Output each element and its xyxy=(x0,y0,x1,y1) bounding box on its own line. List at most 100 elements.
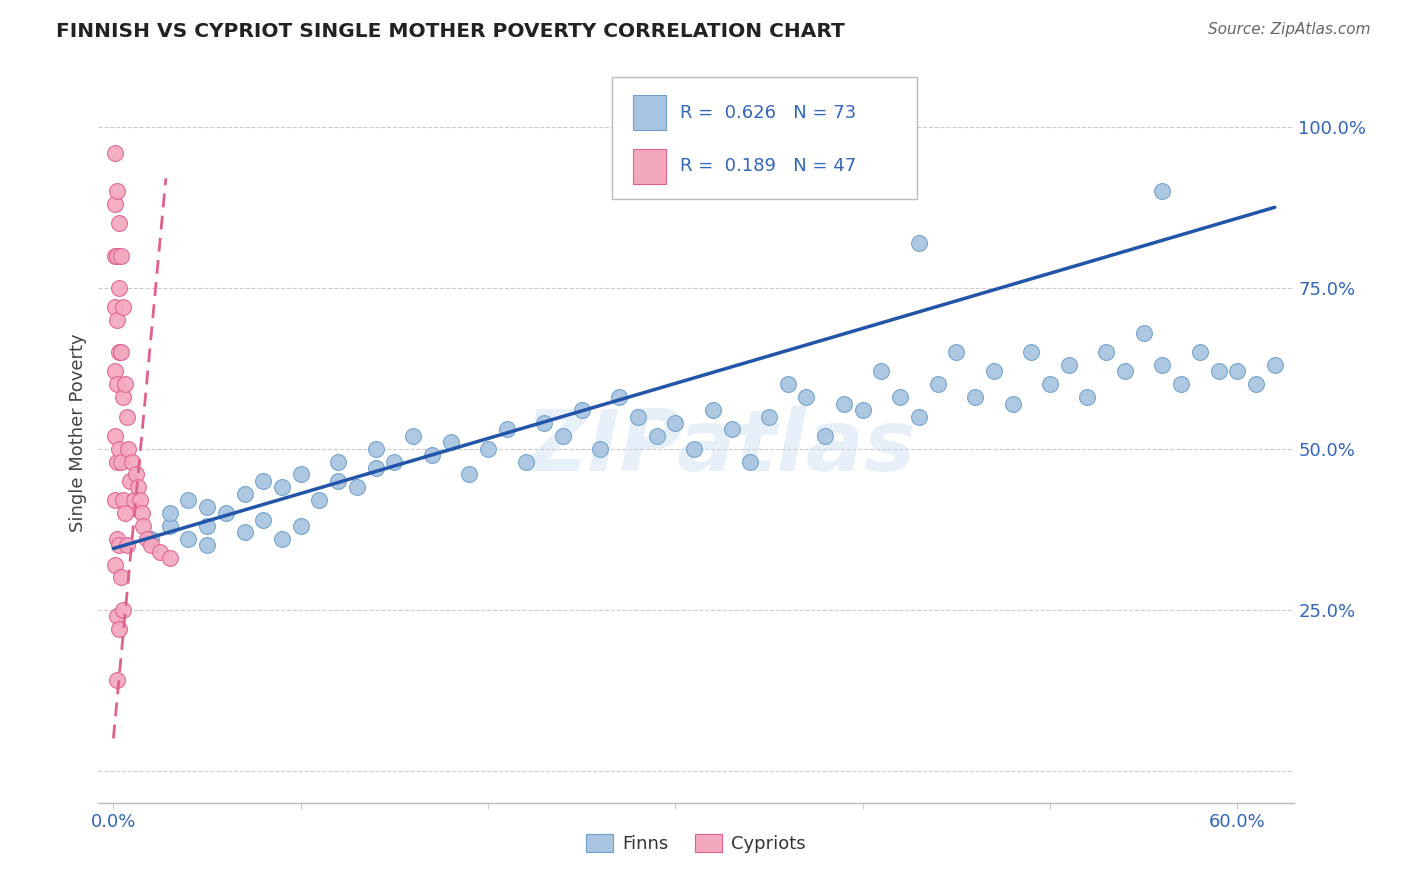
Point xyxy=(814,429,837,443)
Point xyxy=(364,442,387,456)
Point xyxy=(1114,364,1136,378)
Point xyxy=(702,403,724,417)
Point xyxy=(105,673,128,688)
Point xyxy=(105,377,128,392)
Point xyxy=(945,345,967,359)
Point xyxy=(159,506,181,520)
Point xyxy=(117,442,139,456)
Point xyxy=(852,403,875,417)
Point xyxy=(233,487,256,501)
Legend: Finns, Cypriots: Finns, Cypriots xyxy=(579,827,813,861)
Point xyxy=(402,429,425,443)
Point xyxy=(908,235,931,250)
Point xyxy=(328,454,350,468)
Point xyxy=(1264,358,1286,372)
Y-axis label: Single Mother Poverty: Single Mother Poverty xyxy=(69,334,87,532)
Point xyxy=(271,532,294,546)
Point xyxy=(105,532,128,546)
Point xyxy=(110,345,132,359)
Point xyxy=(515,454,537,468)
Point xyxy=(551,429,574,443)
Text: R =  0.626   N = 73: R = 0.626 N = 73 xyxy=(681,103,856,121)
Point xyxy=(983,364,1005,378)
Point xyxy=(136,532,159,546)
Point xyxy=(120,474,142,488)
Point xyxy=(870,364,893,378)
Point xyxy=(110,570,132,584)
Text: R =  0.189   N = 47: R = 0.189 N = 47 xyxy=(681,158,856,176)
Text: FINNISH VS CYPRIOT SINGLE MOTHER POVERTY CORRELATION CHART: FINNISH VS CYPRIOT SINGLE MOTHER POVERTY… xyxy=(56,22,845,41)
Point xyxy=(104,145,127,160)
Point xyxy=(105,184,128,198)
Point xyxy=(1039,377,1062,392)
Point xyxy=(111,602,134,616)
Point xyxy=(131,506,153,520)
Point xyxy=(108,442,131,456)
Point xyxy=(364,461,387,475)
Point xyxy=(1188,345,1211,359)
Point xyxy=(965,390,987,404)
Point xyxy=(122,493,145,508)
Point xyxy=(177,493,200,508)
Point xyxy=(111,493,134,508)
Point xyxy=(132,519,155,533)
Point xyxy=(796,390,818,404)
Point xyxy=(105,609,128,624)
Point xyxy=(114,506,136,520)
Point xyxy=(121,454,143,468)
Point xyxy=(115,538,138,552)
FancyBboxPatch shape xyxy=(613,78,917,200)
Point xyxy=(776,377,799,392)
Point xyxy=(589,442,612,456)
Point xyxy=(104,300,127,314)
Point xyxy=(832,397,855,411)
Point xyxy=(927,377,949,392)
Point xyxy=(104,197,127,211)
Point xyxy=(1001,397,1024,411)
Point xyxy=(720,422,742,436)
Point xyxy=(111,300,134,314)
FancyBboxPatch shape xyxy=(633,149,666,185)
Point xyxy=(346,480,368,494)
Point xyxy=(1095,345,1118,359)
Point xyxy=(139,532,162,546)
Point xyxy=(105,454,128,468)
Point xyxy=(115,409,138,424)
Point xyxy=(740,454,762,468)
Point xyxy=(683,442,706,456)
Point xyxy=(108,622,131,636)
Point xyxy=(104,493,127,508)
Point xyxy=(290,519,312,533)
Point xyxy=(420,448,443,462)
Point xyxy=(104,249,127,263)
Point xyxy=(108,281,131,295)
Point xyxy=(125,467,148,482)
Point xyxy=(1244,377,1267,392)
Point xyxy=(1132,326,1154,340)
Point xyxy=(607,390,630,404)
Point xyxy=(149,545,172,559)
FancyBboxPatch shape xyxy=(633,95,666,130)
Point xyxy=(110,454,132,468)
Point xyxy=(328,474,350,488)
Point xyxy=(571,403,593,417)
Point xyxy=(104,364,127,378)
Point xyxy=(758,409,780,424)
Point xyxy=(533,416,555,430)
Point xyxy=(1152,184,1174,198)
Text: ZIPatlas: ZIPatlas xyxy=(524,406,915,489)
Text: Source: ZipAtlas.com: Source: ZipAtlas.com xyxy=(1208,22,1371,37)
Point xyxy=(252,474,274,488)
Point xyxy=(159,519,181,533)
Point xyxy=(1226,364,1249,378)
Point xyxy=(889,390,911,404)
Point xyxy=(1019,345,1042,359)
Point xyxy=(104,429,127,443)
Point xyxy=(105,313,128,327)
Point xyxy=(495,422,517,436)
Point xyxy=(195,500,218,514)
Point xyxy=(664,416,686,430)
Point xyxy=(308,493,330,508)
Point xyxy=(252,512,274,526)
Point xyxy=(139,538,162,552)
